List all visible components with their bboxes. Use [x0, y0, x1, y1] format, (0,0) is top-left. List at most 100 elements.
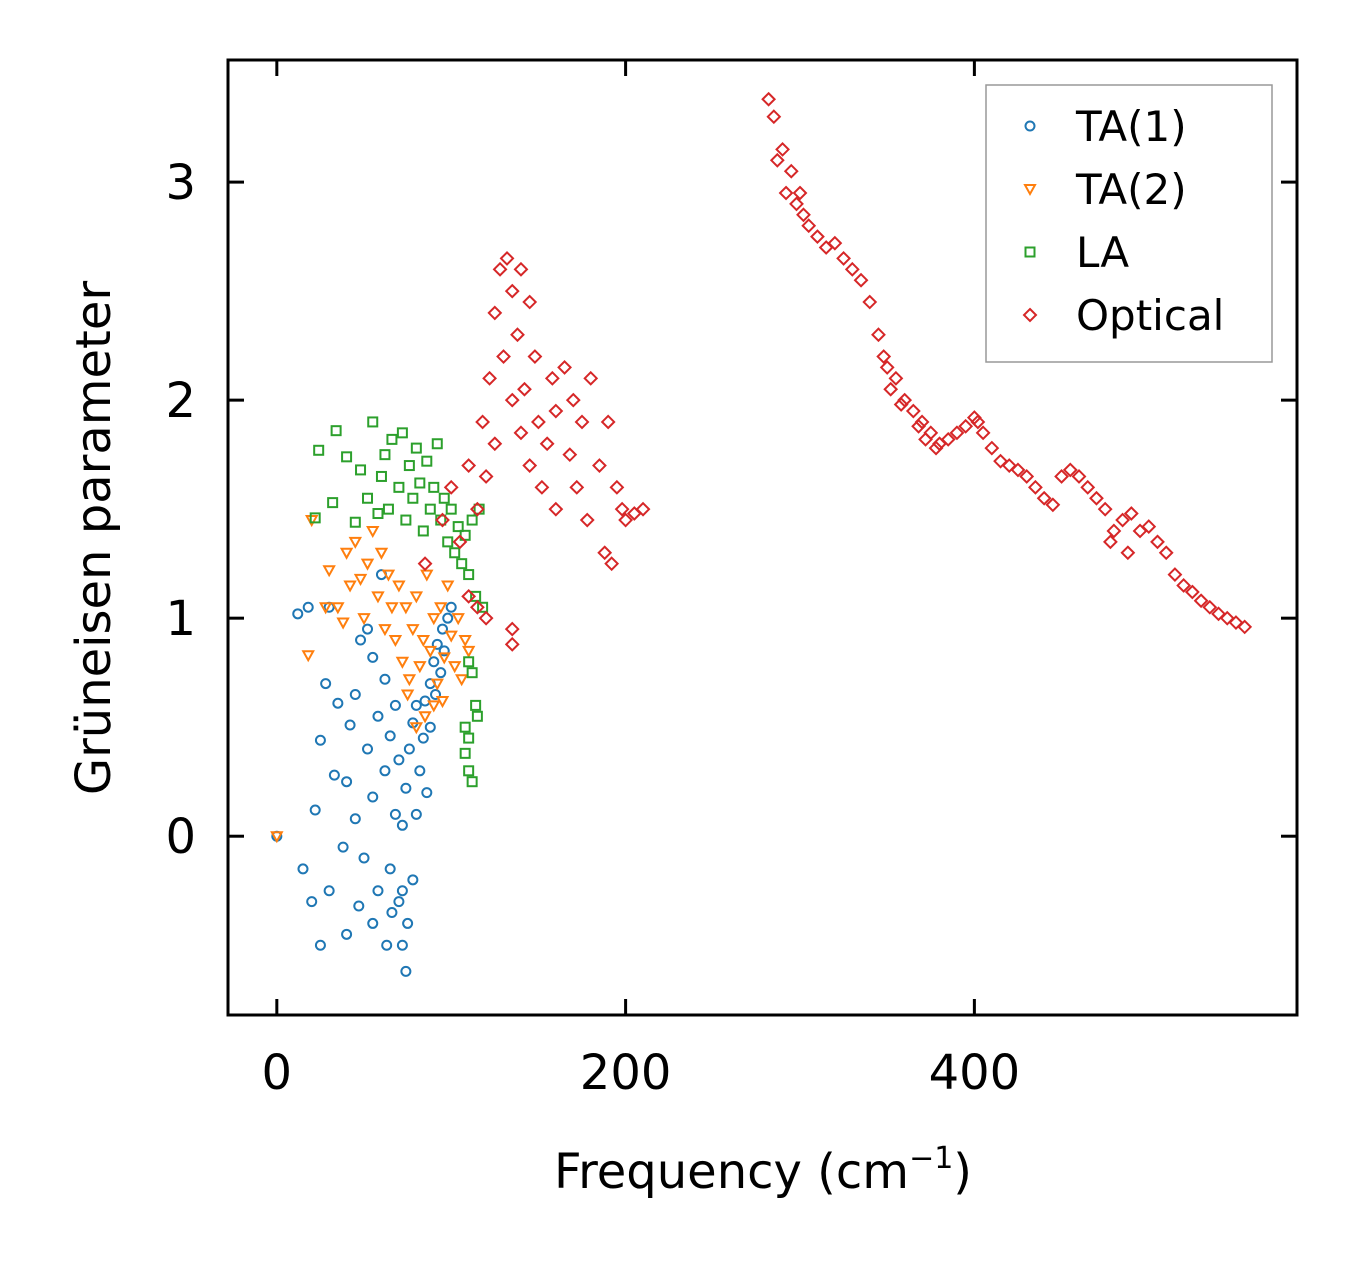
data-point: [445, 601, 457, 613]
data-point: [1036, 490, 1052, 506]
data-point: [513, 425, 529, 441]
data-point: [463, 569, 475, 581]
data-point: [403, 460, 415, 472]
data-point: [410, 808, 422, 820]
data-point: [1045, 497, 1061, 513]
data-point: [471, 710, 483, 722]
data-point: [320, 678, 332, 690]
y-tick-label: 0: [165, 809, 196, 865]
legend-marker: [1024, 246, 1036, 258]
data-point: [574, 414, 590, 430]
data-point: [810, 229, 825, 245]
data-point: [1115, 512, 1131, 528]
data-point: [923, 425, 939, 441]
data-point: [410, 699, 422, 711]
data-point: [362, 623, 374, 635]
data-point: [410, 442, 422, 454]
data-point: [430, 678, 444, 691]
data-point: [1080, 479, 1096, 495]
data-point: [431, 638, 443, 650]
data-point: [1089, 490, 1104, 506]
data-point: [469, 501, 485, 517]
data-point: [393, 754, 405, 766]
data-point: [349, 688, 361, 700]
data-point: [421, 455, 433, 467]
data-point: [984, 440, 1000, 456]
data-point: [396, 885, 408, 897]
data-point: [949, 425, 965, 441]
data-point: [386, 907, 398, 919]
data-point: [413, 661, 427, 674]
data-point: [430, 688, 442, 700]
data-point: [463, 732, 475, 744]
data-point: [384, 730, 396, 742]
data-point: [314, 939, 326, 951]
data-point: [427, 700, 441, 713]
data-point: [451, 613, 465, 626]
data-point: [487, 305, 503, 321]
data-point: [778, 185, 794, 201]
data-point: [381, 569, 396, 582]
data-point: [417, 525, 429, 537]
data-point: [1123, 506, 1139, 521]
ticks-layer: [228, 60, 1297, 1015]
data-point: [438, 645, 450, 657]
data-point: [344, 719, 356, 731]
data-point: [353, 900, 365, 912]
data-point: [883, 381, 899, 397]
data-point: [417, 556, 433, 572]
data-point: [1141, 519, 1157, 535]
data-point: [801, 218, 817, 234]
data-point: [393, 481, 405, 493]
data-point: [449, 547, 461, 559]
data-point: [381, 939, 393, 951]
data-point: [1102, 534, 1118, 550]
data-point: [406, 624, 420, 637]
data-point: [438, 492, 450, 504]
data-point: [302, 601, 314, 613]
x-tick-label: 200: [580, 1045, 672, 1101]
data-point: [499, 250, 515, 266]
data-point: [445, 503, 457, 515]
plot-frame: [226, 58, 1299, 1017]
data-point: [1054, 469, 1069, 484]
data-point: [435, 696, 450, 709]
data-point: [375, 470, 387, 482]
data-point: [504, 621, 520, 637]
data-point: [270, 831, 284, 844]
data-point: [914, 414, 930, 430]
data-point: [414, 765, 426, 777]
data-point: [386, 433, 398, 445]
data-point: [396, 939, 408, 951]
data-point: [592, 458, 607, 473]
data-point: [517, 381, 532, 397]
data-point: [458, 634, 472, 648]
data-point: [362, 492, 374, 504]
data-point: [431, 438, 443, 450]
data-point: [461, 458, 477, 473]
data-point: [583, 370, 599, 386]
data-point: [427, 613, 441, 626]
data-point: [403, 743, 415, 755]
data-point: [424, 721, 436, 733]
data-point: [454, 674, 469, 687]
data-point: [876, 349, 892, 364]
data-point: [418, 711, 432, 724]
data-point: [888, 370, 904, 386]
x-tick-label: 0: [262, 1045, 293, 1101]
data-point: [341, 451, 353, 463]
data-point: [353, 573, 368, 586]
data-point: [402, 674, 417, 687]
data-point: [604, 556, 620, 572]
data-point: [879, 360, 895, 375]
data-point: [1106, 523, 1122, 539]
data-point: [862, 294, 878, 310]
data-point: [417, 732, 429, 744]
data-point: [423, 645, 437, 658]
data-point: [1228, 615, 1244, 630]
data-point: [436, 623, 448, 635]
data-point: [331, 602, 345, 615]
data-point: [600, 414, 616, 430]
data-point: [844, 261, 860, 277]
data-point: [789, 196, 804, 212]
